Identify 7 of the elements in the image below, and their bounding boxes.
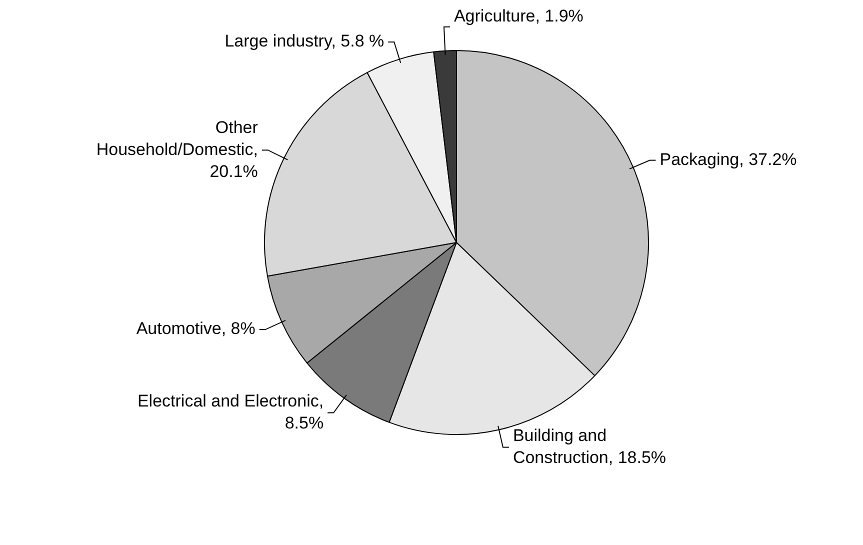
slice-label: Other Household/Domestic, 20.1% [96, 118, 258, 181]
slice-label: Electrical and Electronic, 8.5% [137, 391, 324, 432]
slice-label: Building and Construction, 18.5% [512, 426, 666, 467]
slice-label: Agriculture, 1.9% [454, 6, 584, 26]
slice-label: Packaging, 37.2% [660, 150, 797, 169]
slice-label: Automotive, 8% [136, 319, 256, 338]
slice-label: Large industry, 5.8 % [224, 32, 384, 51]
